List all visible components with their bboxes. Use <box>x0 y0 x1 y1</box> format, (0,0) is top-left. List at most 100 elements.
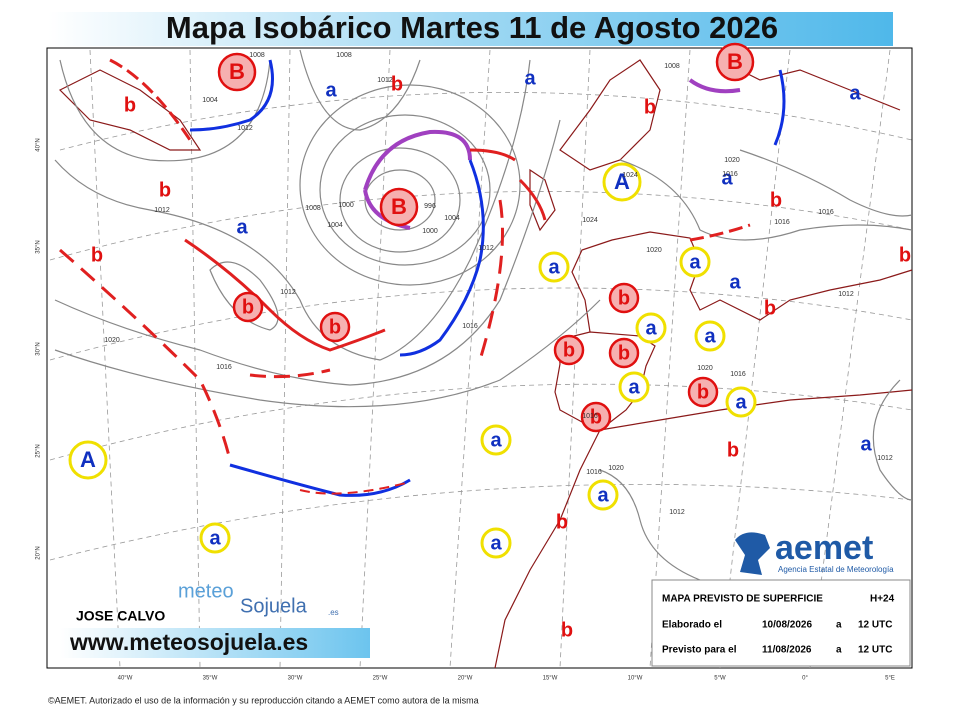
pressure-center: B <box>229 59 245 84</box>
longitude-label: 15°W <box>543 676 558 682</box>
author: JOSE CALVO <box>76 608 165 624</box>
pressure-center: b <box>727 439 739 461</box>
pressure-center: b <box>561 619 573 641</box>
isobar-label: 1008 <box>664 63 680 70</box>
isobar-label: 1016 <box>586 469 602 476</box>
pressure-center: a <box>209 527 221 549</box>
isobar-label: 1020 <box>608 465 624 472</box>
pressure-center: a <box>548 256 560 278</box>
pressure-center: b <box>91 244 103 266</box>
isobar-label: 1016 <box>818 209 834 216</box>
isobar-label: 1000 <box>338 202 354 209</box>
latitude-label: 40°N <box>36 138 42 151</box>
center-ring <box>319 311 351 343</box>
pressure-center: b <box>563 339 575 361</box>
latitude-label: 35°N <box>36 240 42 253</box>
title: Mapa Isobárico Martes 11 de Agosto 2026 <box>166 10 778 45</box>
pressure-center: a <box>704 325 716 347</box>
info-cell: a <box>836 620 842 631</box>
isobar-label: 1004 <box>444 215 460 222</box>
latitude-label: 25°N <box>36 444 42 457</box>
isobar-label: 1012 <box>237 125 253 132</box>
pressure-center: a <box>721 167 733 189</box>
center-ring <box>715 42 755 82</box>
pressure-center: A <box>80 447 96 472</box>
isobar-label: 1012 <box>877 455 893 462</box>
aemet-agency: Agencia Estatal de Meteorología <box>778 565 894 574</box>
pressure-center: b <box>159 179 171 201</box>
center-ring <box>580 401 612 433</box>
footer: ©AEMET. Autorizado el uso de la informac… <box>48 695 479 705</box>
latitude-label: 20°N <box>36 546 42 559</box>
info-cell: 11/08/2026 <box>762 645 812 656</box>
isobar-label: 1020 <box>104 337 120 344</box>
longitude-label: 20°W <box>458 676 473 682</box>
longitude-label: 0° <box>802 676 808 682</box>
pressure-center: B <box>727 49 743 74</box>
title-band <box>48 12 893 46</box>
center-ring <box>687 376 719 408</box>
isobar-label: 1016 <box>582 413 598 420</box>
info-cell: Elaborado el <box>662 620 722 631</box>
isobar-label: 1012 <box>669 509 685 516</box>
pressure-center: a <box>729 271 741 293</box>
info-box <box>651 579 911 667</box>
map-frame <box>46 47 913 669</box>
brand-sojuela: Sojuela <box>240 595 308 617</box>
isobar-label: 1016 <box>774 219 790 226</box>
isobar-label: 1008 <box>305 205 321 212</box>
pressure-center: b <box>618 287 630 309</box>
center-ring <box>217 52 257 92</box>
pressure-center: a <box>524 67 536 89</box>
pressure-center: a <box>490 532 502 554</box>
isobar-label: 1000 <box>422 228 438 235</box>
center-ring <box>618 371 650 403</box>
center-ring <box>602 162 642 202</box>
pressure-center: a <box>325 79 337 101</box>
longitude-label: 5°W <box>714 676 726 682</box>
info-cell: a <box>836 645 842 656</box>
info-heading: MAPA PREVISTO DE SUPERFICIE <box>662 594 823 605</box>
longitude-label: 30°W <box>288 676 303 682</box>
isobar-label: 1012 <box>478 245 494 252</box>
pressure-center: a <box>645 317 657 339</box>
isobar-label: 1016 <box>216 364 232 371</box>
isobar-label: 996 <box>424 203 436 210</box>
center-ring <box>679 246 711 278</box>
pressure-center: a <box>735 391 747 413</box>
website: www.meteosojuela.es <box>69 629 308 655</box>
info-cell: 10/08/2026 <box>762 620 812 631</box>
isobar-label: 1016 <box>730 371 746 378</box>
pressure-center: b <box>899 244 911 266</box>
brand-meteo: meteo <box>178 580 234 602</box>
center-ring <box>635 312 667 344</box>
pressure-center: b <box>556 511 568 533</box>
isobars <box>54 49 913 581</box>
center-ring <box>232 291 264 323</box>
pressure-center: b <box>697 381 709 403</box>
isobar-label: 1008 <box>249 52 265 59</box>
pressure-center: b <box>770 189 782 211</box>
center-ring <box>608 282 640 314</box>
pressure-center: a <box>860 433 872 455</box>
pressure-center: b <box>329 316 341 338</box>
isobar-label: 1008 <box>336 52 352 59</box>
center-ring <box>68 440 108 480</box>
pressure-center: b <box>124 94 136 116</box>
pressure-center: b <box>590 406 602 428</box>
pressure-center: b <box>644 96 656 118</box>
pressure-center: a <box>628 376 640 398</box>
info-range: H+24 <box>870 594 895 605</box>
isobar-label: 1004 <box>327 222 343 229</box>
pressure-center: b <box>242 296 254 318</box>
info-cell: Previsto para el <box>662 645 737 656</box>
fronts <box>59 58 786 497</box>
center-ring <box>587 479 619 511</box>
center-ring <box>480 424 512 456</box>
longitude-label: 35°W <box>203 676 218 682</box>
center-ring <box>608 337 640 369</box>
center-ring <box>725 386 757 418</box>
